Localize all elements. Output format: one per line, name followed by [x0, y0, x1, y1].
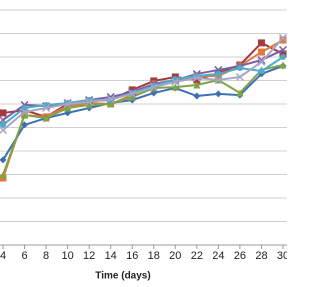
marker: [171, 77, 180, 86]
marker: [42, 103, 51, 113]
x-axis-label: Time (days): [95, 271, 150, 282]
marker: [215, 70, 222, 77]
marker: [128, 93, 136, 101]
x-tick-label: 14: [105, 250, 117, 262]
series-line: [2, 64, 284, 176]
marker: [257, 48, 265, 56]
x-tick-label: 24: [212, 250, 224, 262]
x-tick-label: 30: [277, 250, 287, 262]
marker: [85, 97, 94, 106]
marker: [278, 33, 287, 42]
marker: [280, 54, 286, 60]
marker: [63, 99, 72, 109]
marker: [106, 95, 115, 104]
x-tick-label: 10: [61, 250, 73, 262]
marker: [236, 65, 243, 72]
marker: [85, 101, 93, 109]
marker: [0, 109, 7, 117]
marker: [236, 89, 244, 97]
marker: [0, 126, 8, 135]
marker: [21, 111, 29, 119]
marker: [235, 72, 244, 82]
marker: [171, 83, 179, 91]
marker: [20, 107, 29, 117]
marker: [64, 104, 72, 112]
marker: [257, 39, 265, 47]
marker: [279, 36, 287, 44]
marker: [279, 50, 287, 58]
x-tick-label: 26: [234, 250, 246, 262]
x-tick-label: 4: [0, 250, 6, 262]
marker: [193, 76, 201, 84]
marker: [214, 75, 223, 85]
marker: [42, 114, 50, 122]
marker: [214, 90, 222, 98]
marker: [278, 45, 287, 54]
x-tick-label: 8: [43, 250, 49, 262]
x-tick-label: 22: [191, 250, 203, 262]
marker: [279, 61, 287, 69]
marker: [258, 68, 265, 75]
marker: [149, 83, 158, 92]
marker: [128, 89, 137, 98]
chart: Time (days) 4 6 8 10 12 14 16 18 20 22 24 26 28 30: [0, 9, 287, 282]
marker: [193, 92, 201, 100]
x-tick-label: 16: [126, 250, 138, 262]
marker: [0, 156, 7, 164]
marker: [128, 86, 136, 94]
x-tick-label: 20: [169, 250, 181, 262]
marker: [192, 73, 201, 82]
series-line: [2, 37, 284, 131]
marker: [21, 121, 29, 129]
x-tick-label: 12: [83, 250, 95, 262]
x-tick-label: 6: [21, 250, 27, 262]
x-tick-label: 18: [148, 250, 160, 262]
marker: [193, 81, 201, 89]
marker: [257, 57, 266, 66]
marker: [107, 100, 115, 108]
x-tick-label: 28: [255, 250, 267, 262]
marker: [0, 121, 6, 128]
marker: [0, 171, 7, 179]
